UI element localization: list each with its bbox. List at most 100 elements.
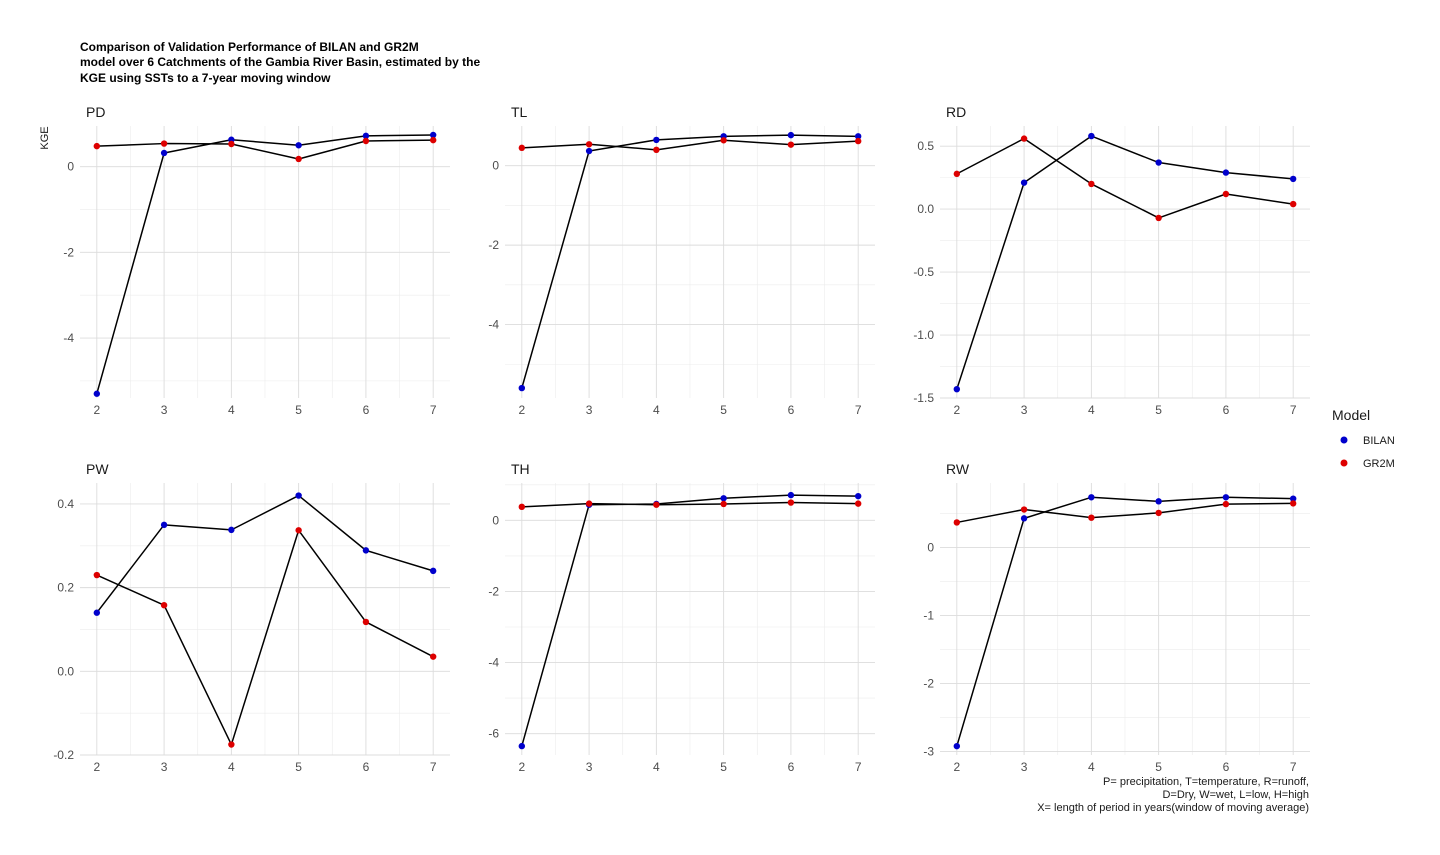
- caption-line-2: D=Dry, W=wet, L=low, H=high: [1162, 789, 1309, 801]
- panel-title-rd: RD: [946, 104, 966, 120]
- y-tick-label: -0.2: [53, 748, 74, 762]
- x-tick-label: 7: [1290, 760, 1297, 774]
- caption: P= precipitation, T=temperature, R=runof…: [1037, 776, 1309, 814]
- x-tick-label: 7: [855, 760, 862, 774]
- x-tick-label: 7: [430, 760, 437, 774]
- data-point-bilan: [787, 131, 795, 139]
- data-point-bilan: [1155, 498, 1162, 505]
- series-line-gr2m: [96, 139, 434, 160]
- y-tick-label: 0.5: [917, 139, 934, 153]
- data-point-gr2m: [1289, 200, 1297, 208]
- y-tick-label: -4: [488, 656, 499, 670]
- series-line-bilan: [521, 134, 859, 389]
- y-tick-label: 0.0: [917, 202, 934, 216]
- data-point-gr2m: [228, 741, 235, 748]
- legend-label-bilan: BILAN: [1363, 435, 1395, 447]
- data-point-bilan: [585, 147, 593, 155]
- data-point-bilan: [653, 136, 660, 144]
- data-point-gr2m: [585, 500, 593, 507]
- y-tick-label: 0.0: [57, 664, 74, 678]
- x-tick-label: 3: [586, 403, 593, 417]
- y-tick-label: -2: [488, 584, 499, 598]
- series-line-bilan: [521, 494, 859, 747]
- data-point-gr2m: [1289, 500, 1297, 507]
- data-point-gr2m: [953, 170, 961, 178]
- data-point-gr2m: [429, 653, 437, 660]
- x-tick-label: 4: [228, 403, 235, 417]
- data-point-gr2m: [362, 618, 370, 626]
- x-tick-label: 6: [363, 760, 370, 774]
- data-point-gr2m: [1222, 190, 1230, 198]
- x-tick-label: 5: [295, 403, 302, 417]
- data-point-gr2m: [518, 144, 526, 152]
- data-point-bilan: [1020, 179, 1028, 186]
- series-line-bilan: [956, 496, 1294, 747]
- data-point-gr2m: [1222, 500, 1230, 508]
- data-point-bilan: [160, 521, 168, 529]
- y-tick-label: 0: [492, 159, 499, 173]
- x-tick-label: 6: [1223, 403, 1230, 417]
- data-point-gr2m: [720, 137, 727, 144]
- y-axis-label: KGE: [39, 126, 51, 149]
- legend: Model BILAN GR2M: [1332, 407, 1395, 470]
- data-point-gr2m: [787, 141, 795, 148]
- x-tick-label: 4: [653, 403, 660, 417]
- x-tick-label: 6: [788, 403, 795, 417]
- data-point-bilan: [854, 133, 862, 140]
- x-tick-label: 3: [586, 760, 593, 774]
- panel-rw: RW 2 3 4 5 6 7 0 -1 -2 -3: [923, 461, 1310, 774]
- x-tick-label: 7: [855, 403, 862, 417]
- data-point-gr2m: [362, 137, 370, 145]
- panel-title-th: TH: [511, 461, 530, 477]
- data-point-gr2m: [1155, 509, 1162, 517]
- data-point-gr2m: [787, 499, 795, 506]
- data-point-bilan: [1088, 132, 1095, 140]
- x-tick-label: 4: [1088, 760, 1095, 774]
- data-point-gr2m: [295, 527, 302, 534]
- x-tick-label: 4: [653, 760, 660, 774]
- x-tick-label: 7: [430, 403, 437, 417]
- data-point-bilan: [720, 495, 727, 502]
- y-tick-label: -6: [488, 727, 499, 741]
- data-point-bilan: [362, 547, 370, 554]
- x-tick-label: 5: [295, 760, 302, 774]
- series-line-gr2m: [956, 502, 1294, 524]
- y-tick-label: -1.5: [913, 391, 934, 405]
- y-tick-label: 0.2: [57, 581, 74, 595]
- x-tick-label: 5: [720, 760, 727, 774]
- data-point-bilan: [518, 384, 526, 392]
- x-tick-label: 7: [1290, 403, 1297, 417]
- series-line-gr2m: [521, 501, 859, 508]
- y-tick-label: -4: [63, 331, 74, 345]
- data-point-bilan: [787, 491, 795, 499]
- legend-label-gr2m: GR2M: [1363, 458, 1395, 470]
- x-tick-label: 6: [788, 760, 795, 774]
- data-point-bilan: [429, 131, 437, 139]
- x-tick-label: 5: [1155, 760, 1162, 774]
- data-point-gr2m: [653, 146, 660, 154]
- data-point-gr2m: [720, 500, 727, 508]
- panel-pd: PD 2 3 4 5 6 7 0 -2 -4: [63, 104, 450, 417]
- data-point-gr2m: [653, 501, 660, 508]
- data-point-bilan: [1020, 515, 1028, 522]
- data-point-bilan: [1222, 169, 1230, 176]
- data-point-gr2m: [518, 503, 526, 511]
- y-tick-label: 0: [492, 513, 499, 527]
- series-line-gr2m: [96, 529, 434, 746]
- series-line-gr2m: [521, 139, 859, 151]
- data-point-gr2m: [93, 142, 101, 150]
- x-tick-label: 5: [720, 403, 727, 417]
- data-point-bilan: [1155, 159, 1162, 166]
- y-tick-label: 0: [927, 541, 934, 555]
- series-line-gr2m: [956, 137, 1294, 219]
- data-point-gr2m: [1088, 180, 1095, 188]
- panels: PD 2 3 4 5 6 7 0 -2 -4 TL 2 3 4 5 6 7 0 -2 -4 RD 2 3 4 5 6 7 0.5 0.0…: [53, 104, 1310, 774]
- x-tick-label: 6: [363, 403, 370, 417]
- panel-title-rw: RW: [946, 461, 970, 477]
- x-tick-label: 3: [161, 403, 168, 417]
- x-tick-label: 5: [1155, 403, 1162, 417]
- y-tick-label: -2: [63, 245, 74, 259]
- series-line-bilan: [96, 494, 434, 614]
- x-tick-label: 4: [228, 760, 235, 774]
- data-point-gr2m: [953, 519, 961, 526]
